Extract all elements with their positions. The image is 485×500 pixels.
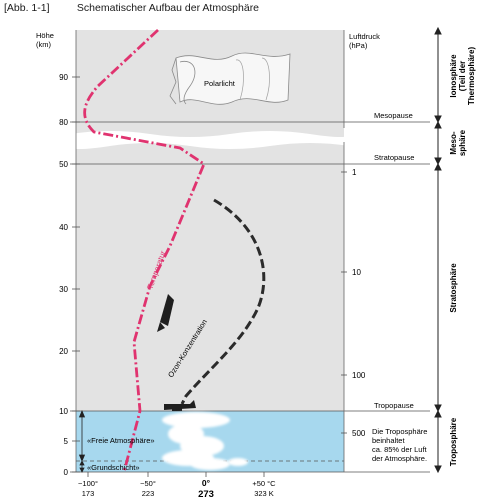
pressure-tick-label: 10 xyxy=(352,268,361,277)
figure-header: [Abb. 1-1] Schematischer Aufbau der Atmo… xyxy=(4,2,259,14)
height-tick-label: 90 xyxy=(59,73,68,82)
ionosphere-label: Ionosphäre xyxy=(449,54,458,98)
pressure-tick-label: 500 xyxy=(352,429,366,438)
troposphere-note-line: Die Troposphäre xyxy=(372,427,427,436)
tropopause-label: Tropopause xyxy=(374,401,414,410)
temperature-curve xyxy=(83,28,206,473)
height-tick-label: 40 xyxy=(59,223,68,232)
temperature-tick-label: −50° xyxy=(140,479,156,488)
pressure-tick-labels: 1 10 100 500 xyxy=(352,168,366,438)
mesosphere-label-cont: sphäre xyxy=(458,129,467,156)
height-ticks xyxy=(72,76,80,473)
mesosphere-label: Meso- xyxy=(449,131,458,154)
height-tick-labels: 90 80 50 40 30 20 10 5 0 xyxy=(59,73,68,477)
free-atmosphere-arrow xyxy=(78,409,86,463)
temperature-tick-label: 0° xyxy=(202,478,211,488)
figure-number: [Abb. 1-1] xyxy=(4,2,50,14)
aurora-label: Polarlicht xyxy=(204,79,236,88)
height-tick-label: 10 xyxy=(59,407,68,416)
height-tick-label: 50 xyxy=(59,160,68,169)
kelvin-tick-label: 223 xyxy=(142,489,155,498)
stratosphere-label: Stratosphäre xyxy=(449,263,458,313)
temperature-tick-label: −100° xyxy=(78,479,98,488)
pressure-ticks xyxy=(341,171,347,434)
ionosphere-sub-label: (Teil der xyxy=(458,61,467,92)
height-tick-label: 30 xyxy=(59,285,68,294)
small-cloud xyxy=(228,458,248,466)
aurora-illustration xyxy=(169,52,291,105)
layer-names: Ionosphäre (Teil der Thermosphäre) Meso-… xyxy=(449,47,476,467)
troposphere-label: Troposphäre xyxy=(449,417,458,466)
temperature-celsius-labels: −100° −50° 0° +50 °C xyxy=(78,478,276,488)
height-tick-label: 0 xyxy=(64,468,69,477)
thermosphere-label: Thermosphäre) xyxy=(467,47,476,106)
scale-break xyxy=(70,131,350,149)
probe-icon xyxy=(157,294,174,332)
ozone-curve xyxy=(180,198,266,405)
kelvin-tick-label: 273 xyxy=(198,489,214,500)
temperature-kelvin-labels: 173 223 273 323 K xyxy=(82,489,274,500)
diagram-panel xyxy=(76,30,344,472)
troposphere-note-line: ca. 85% der Luft xyxy=(372,445,428,454)
kelvin-tick-label: 173 xyxy=(82,489,95,498)
mesopause-label: Mesopause xyxy=(374,111,413,120)
height-axis-title: Höhe xyxy=(36,31,54,40)
pressure-axis-title: Luftdruck xyxy=(349,32,380,41)
ground-layer-label: «Grundschicht» xyxy=(87,463,140,472)
figure-title: Schematischer Aufbau der Atmosphäre xyxy=(76,2,260,14)
height-axis-unit: (km) xyxy=(36,40,51,49)
pressure-tick-label: 1 xyxy=(352,168,357,177)
temperature-tick-label: +50 °C xyxy=(252,479,276,488)
pressure-tick-label: 100 xyxy=(352,371,366,380)
layer-brackets xyxy=(434,26,442,474)
height-tick-label: 5 xyxy=(64,437,69,446)
airplane-icon xyxy=(164,400,196,411)
free-atmosphere-label: «Freie Atmosphäre» xyxy=(87,436,155,445)
kelvin-tick-label: 323 K xyxy=(254,489,274,498)
height-tick-label: 20 xyxy=(59,347,68,356)
temperature-ticks xyxy=(87,472,265,477)
ground-layer-arrow xyxy=(79,460,85,473)
stratopause-label: Stratopause xyxy=(374,153,414,162)
cloud-illustration xyxy=(162,412,230,470)
troposphere-note: Die Troposphäre beinhaltet ca. 85% der L… xyxy=(372,427,428,463)
height-tick-label: 80 xyxy=(59,118,68,127)
pressure-axis-unit: (hPa) xyxy=(349,41,368,50)
troposphere-note-line: beinhaltet xyxy=(372,436,405,445)
troposphere-note-line: der Atmosphäre. xyxy=(372,454,427,463)
